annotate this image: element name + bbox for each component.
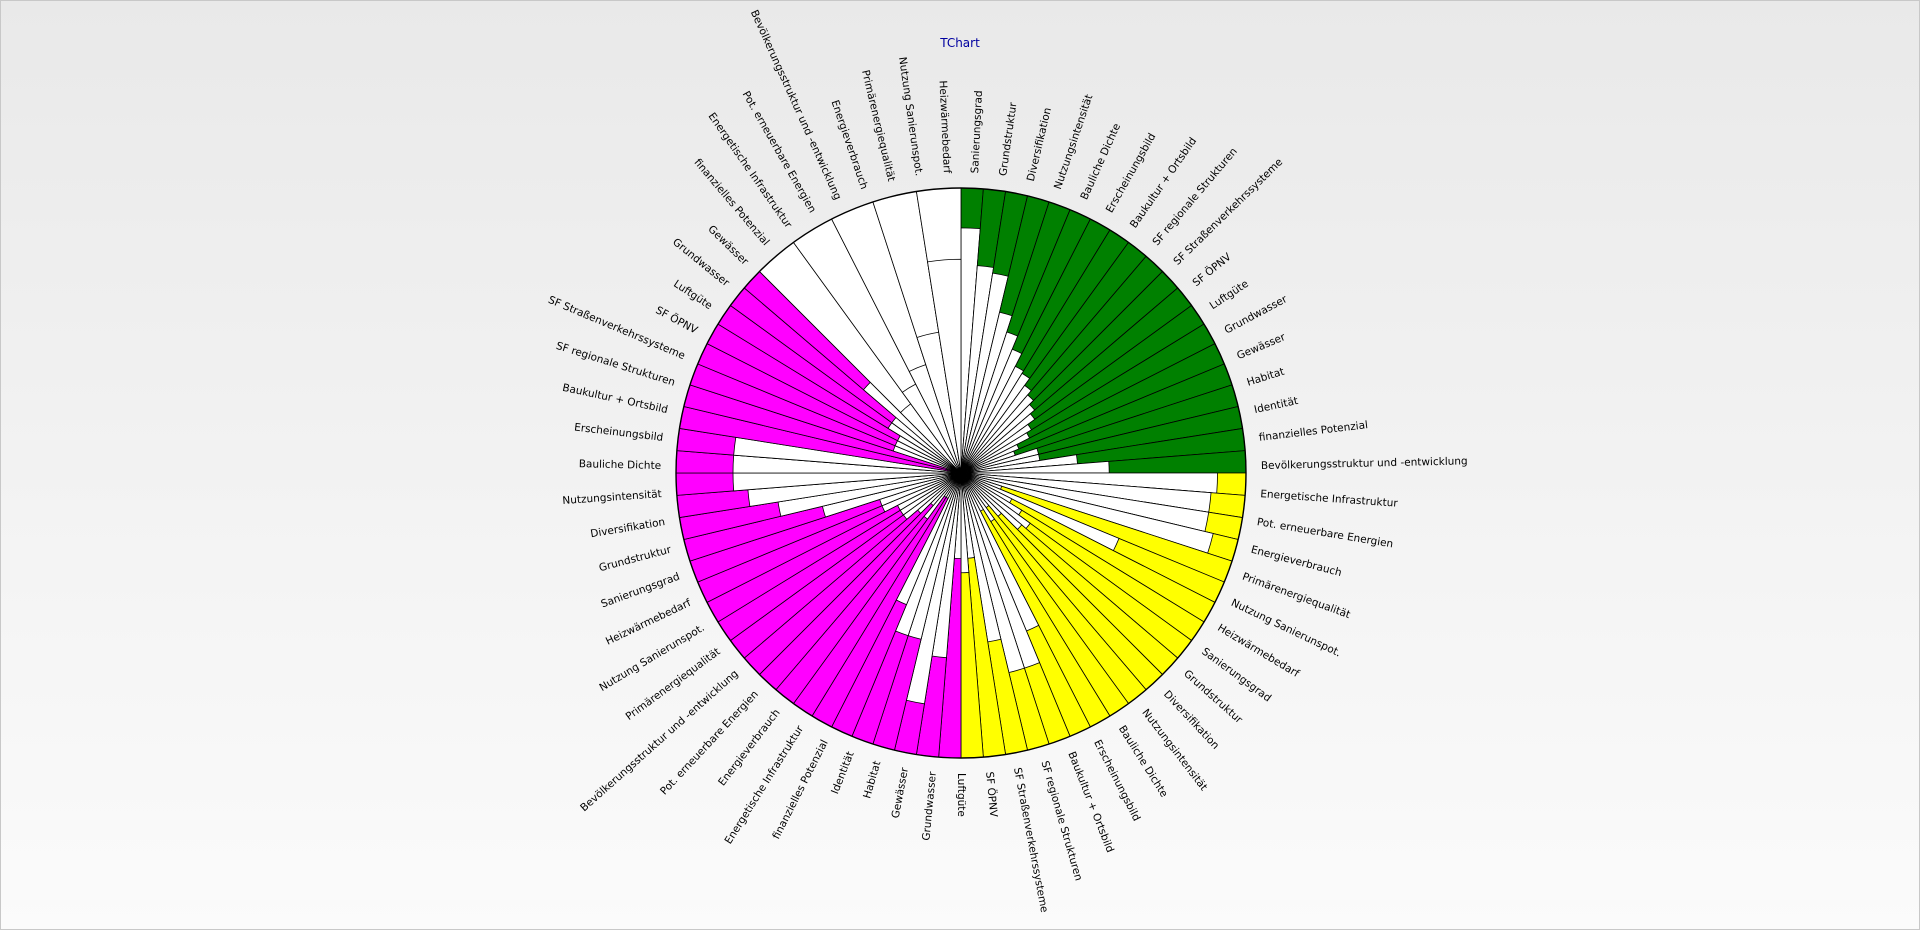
tick-label: Gewässer (1235, 331, 1288, 362)
outer-ring (675, 187, 1247, 759)
tick-label: Primärenergiequalität (624, 646, 723, 723)
tick-label: finanzielles Potenzial (691, 157, 771, 248)
tick-label: SF Straßenverkehrssysteme (1011, 767, 1050, 914)
tick-label: Pot. erneuerbare Energien (740, 89, 819, 215)
tick-label: Nutzungsintensität (562, 488, 662, 507)
tick-label: Energetische Infrastruktur (723, 723, 807, 846)
tick-label: Energetische Infrastruktur (1260, 488, 1399, 510)
tick-label: SF regionale Strukturen (1150, 146, 1239, 248)
tick-label: Pot. erneuerbare Energien (1256, 516, 1394, 550)
tick-label: Sanierungsgrad (969, 90, 985, 173)
tick-label: Gewässer (890, 766, 911, 819)
tick-label: Luftgüte (1208, 278, 1251, 312)
tick-label: Erscheinungsbild (574, 421, 664, 443)
tick-label: Grundwasser (920, 770, 939, 841)
tick-label: Diversifikation (590, 516, 666, 540)
tick-label: SF ÖPNV (654, 303, 701, 336)
tick-label: finanzielles Potenzial (1258, 419, 1368, 444)
tick-label: Energieverbrauch (1250, 544, 1343, 579)
chart-title: TChart (940, 36, 980, 50)
tick-label: Sanierungsgrad (599, 571, 681, 611)
tick-label: Heizwärmebedarf (937, 80, 953, 174)
tick-label: Nutzung Sanierunspot. (896, 56, 925, 177)
tick-label: Habitat (861, 760, 883, 800)
tick-label: Grundstruktur (598, 544, 673, 575)
tick-label: Grundstruktur (997, 101, 1019, 177)
tick-label: Luftgüte (955, 773, 967, 817)
tick-label: Gewässer (705, 223, 751, 268)
tick-label: Diversifikation (1025, 106, 1054, 182)
tick-label: Bauliche Dichte (579, 458, 662, 472)
tick-label: SF ÖPNV (1190, 250, 1234, 289)
tick-label: SF ÖPNV (983, 771, 1000, 819)
bars-group (675, 187, 1247, 759)
tick-label: Energetische Infrastruktur (706, 111, 795, 231)
bar-white-inner (927, 258, 962, 474)
tick-label: Baukultur + Ortsbild (561, 382, 669, 416)
tick-label: Luftgüte (671, 278, 714, 312)
tick-label: Primärenergiequalität (859, 69, 897, 183)
tick-label: Identität (1253, 395, 1299, 416)
tick-label: Identität (829, 750, 857, 796)
tick-label: Habitat (1245, 366, 1285, 389)
tick-label: Bevölkerungsstruktur und -entwicklung (1261, 455, 1468, 472)
